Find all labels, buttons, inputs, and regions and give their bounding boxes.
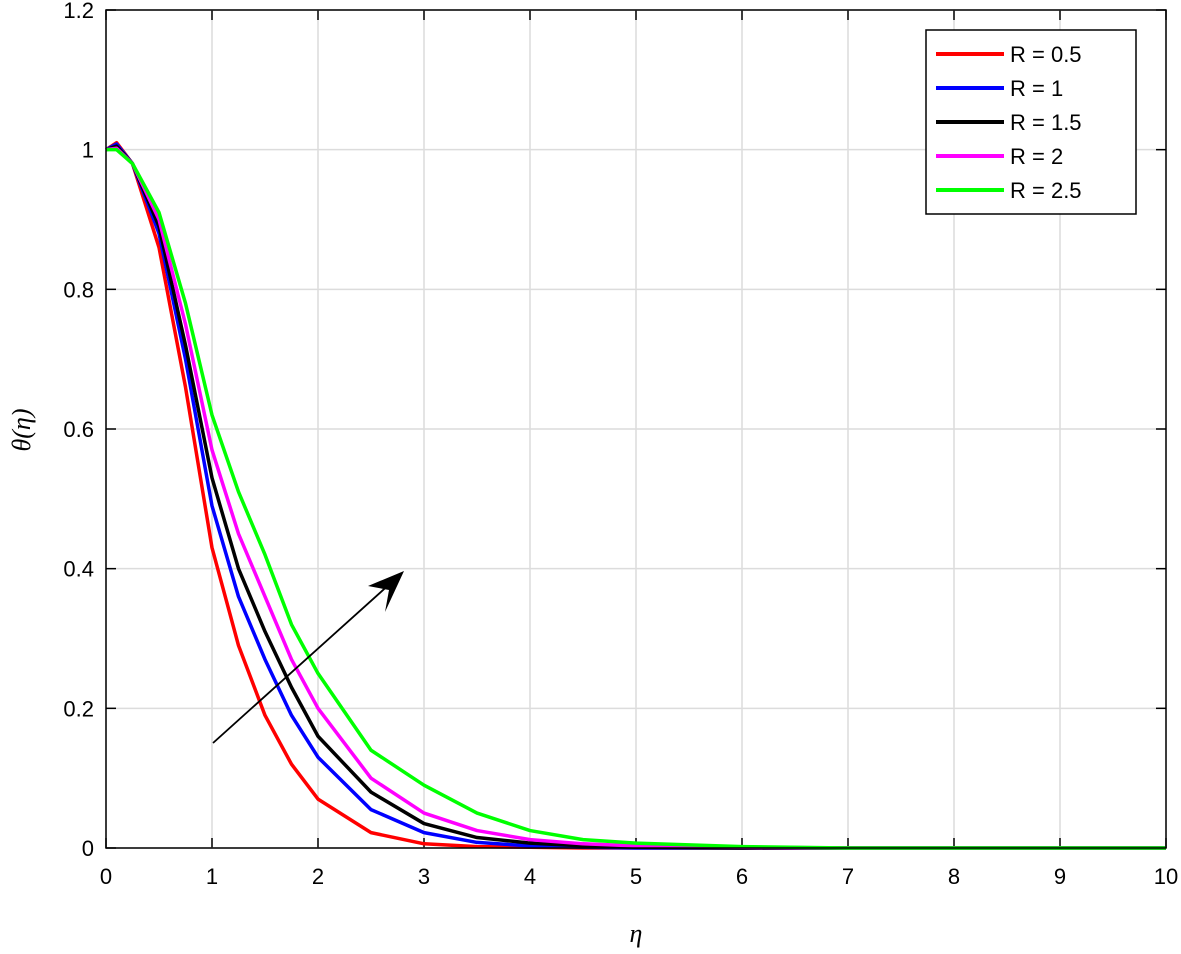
x-tick-label: 8 [948, 864, 960, 889]
x-tick-label: 0 [100, 864, 112, 889]
x-tick-label: 4 [524, 864, 536, 889]
annotation-arrow [212, 571, 404, 744]
legend-label: R = 2 [1010, 144, 1063, 169]
x-tick-label: 5 [630, 864, 642, 889]
legend-label: R = 1.5 [1010, 110, 1082, 135]
x-axis-label: η [630, 919, 643, 948]
x-tick-label: 9 [1054, 864, 1066, 889]
x-tick-label: 7 [842, 864, 854, 889]
y-tick-label: 0.6 [63, 417, 94, 442]
y-tick-label: 0.8 [63, 277, 94, 302]
plot-border [105, 9, 1167, 849]
y-tick-label: 1.2 [63, 0, 94, 23]
x-tick-label: 2 [312, 864, 324, 889]
y-tick-label: 0 [82, 836, 94, 861]
legend-label: R = 0.5 [1010, 42, 1082, 67]
x-tick-label: 6 [736, 864, 748, 889]
legend: R = 0.5 R = 1 R = 1.5 R = 2 R = 2.5 [925, 29, 1137, 215]
x-tick-label: 10 [1154, 864, 1178, 889]
y-tick-label: 0.2 [63, 696, 94, 721]
legend-label: R = 1 [1010, 76, 1063, 101]
y-tick-label: 0.4 [63, 557, 94, 582]
y-axis-label: θ(η) [7, 409, 36, 452]
x-tick-label: 1 [206, 864, 218, 889]
x-tick-label: 3 [418, 864, 430, 889]
y-tick-label: 1 [82, 138, 94, 163]
legend-label: R = 2.5 [1010, 178, 1082, 203]
